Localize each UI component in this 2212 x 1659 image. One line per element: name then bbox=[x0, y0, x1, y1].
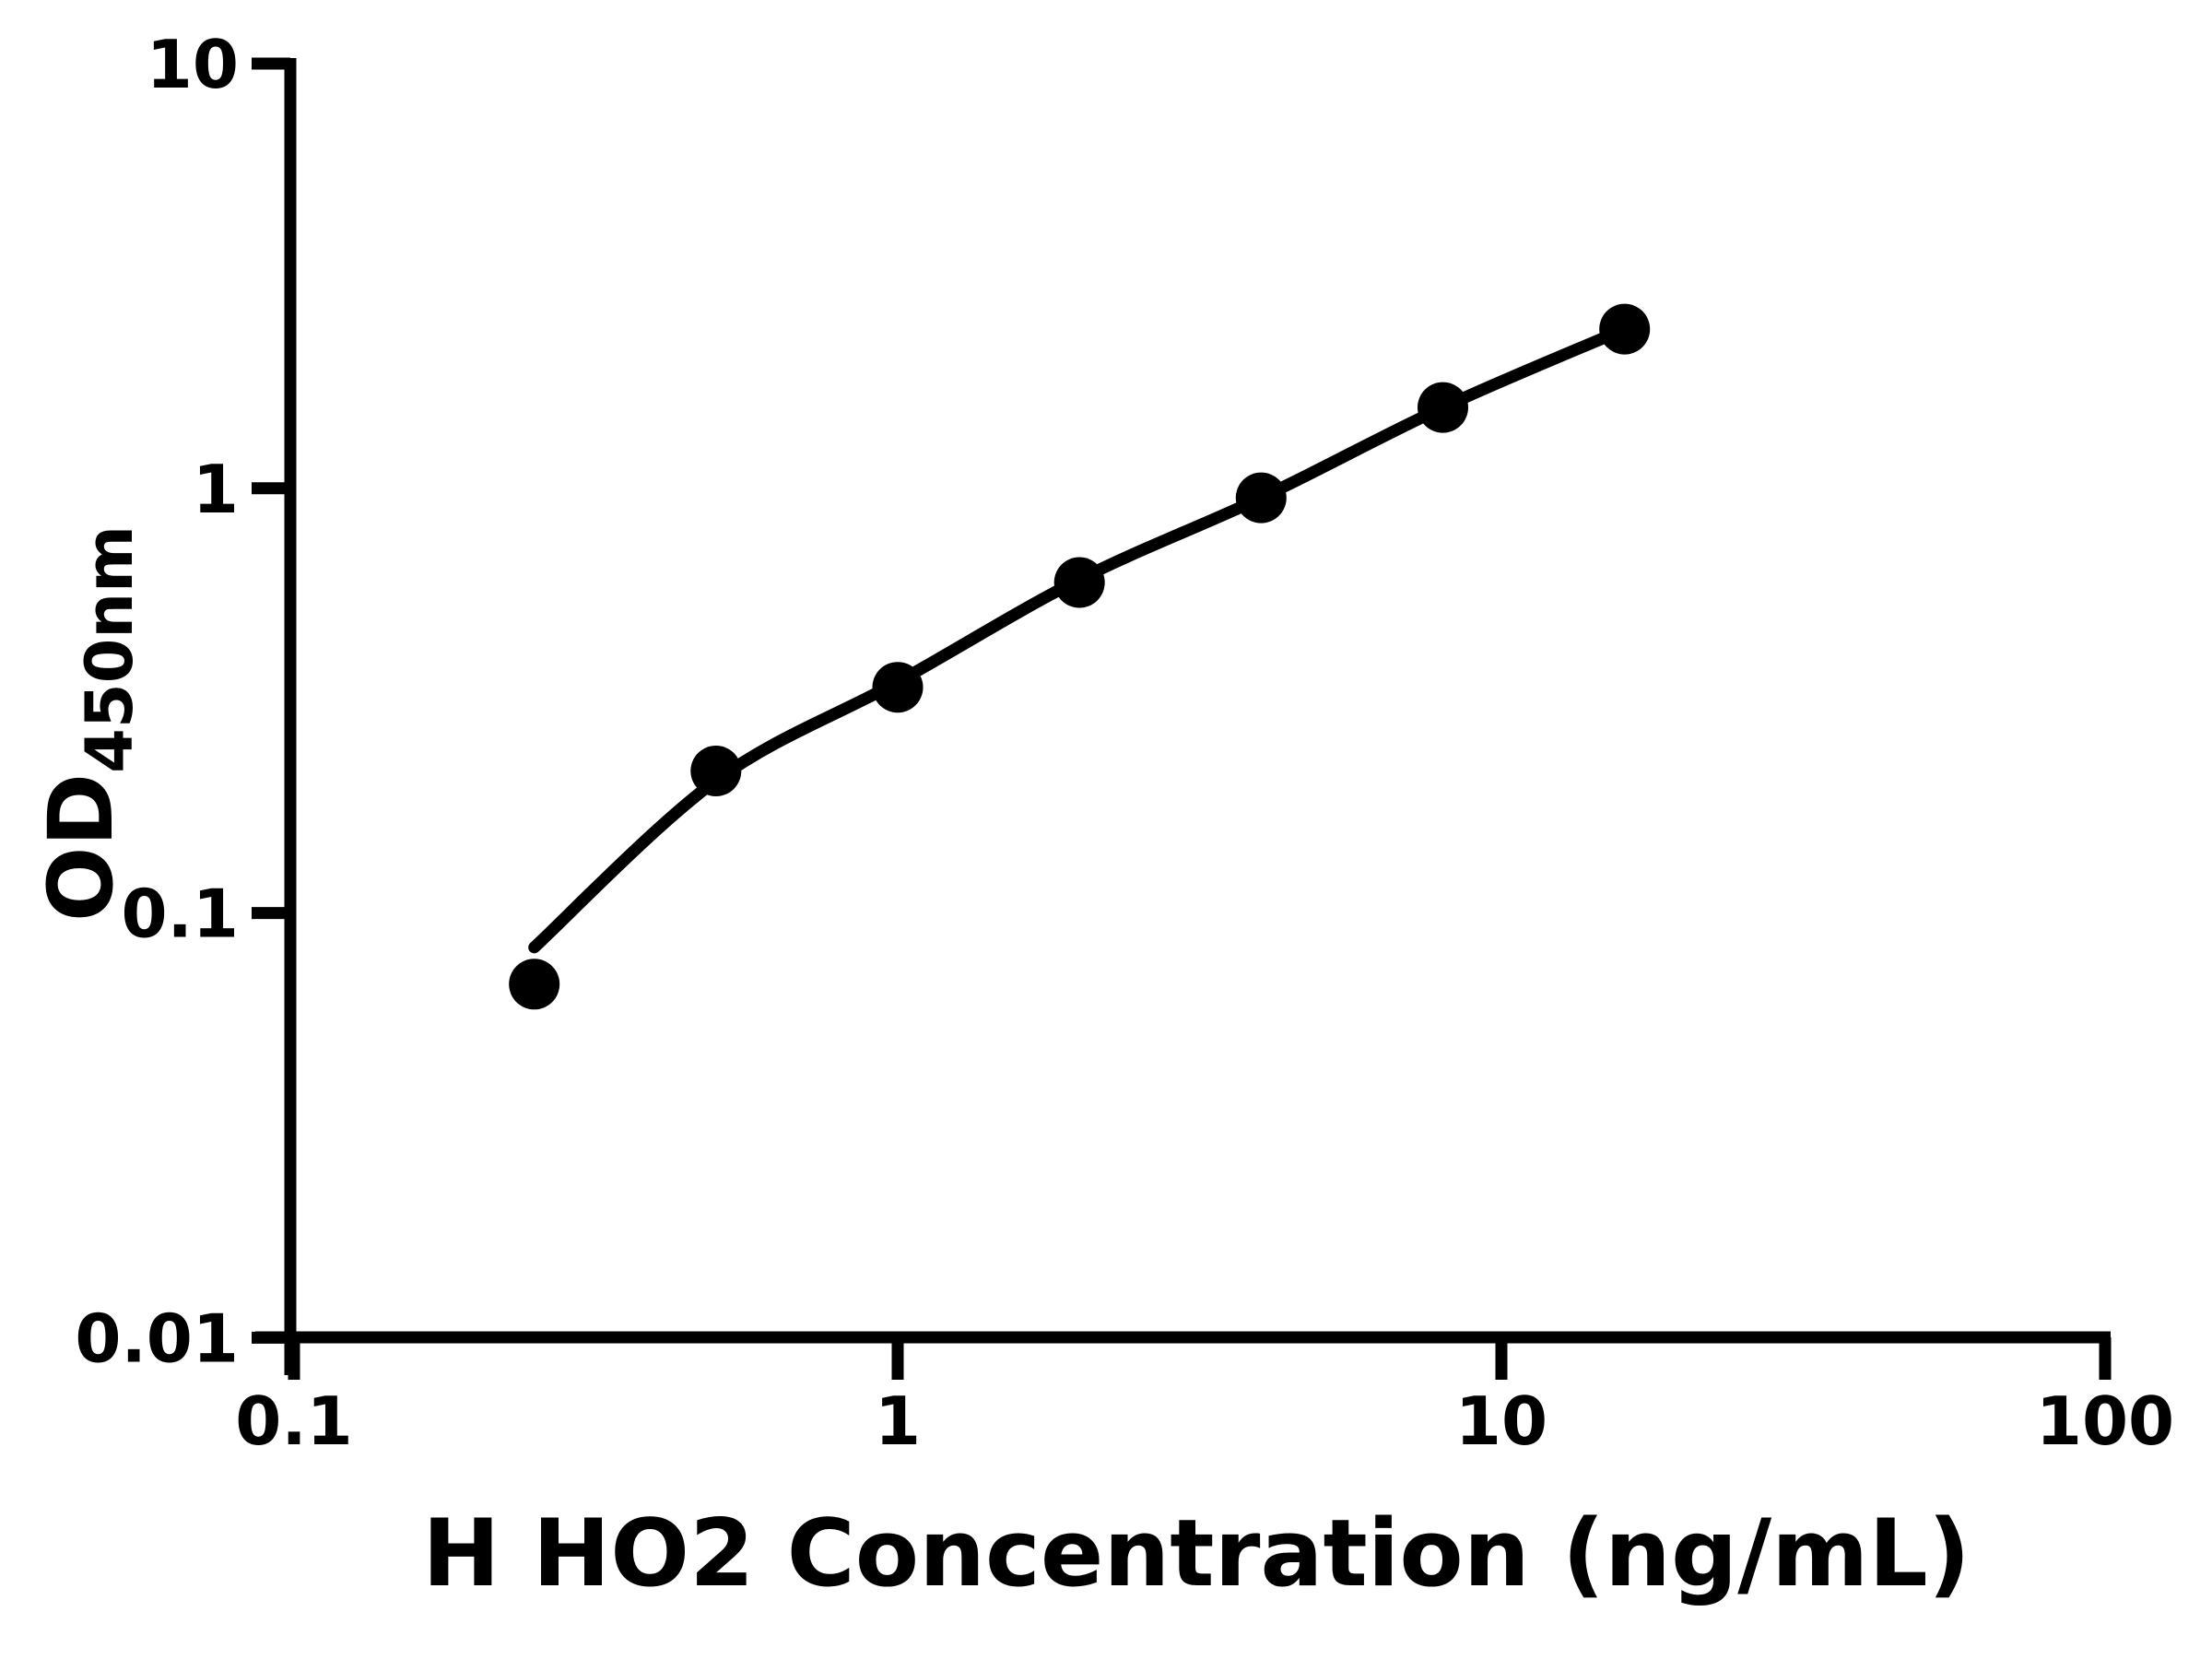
y-axis-title: OD450nm bbox=[7, 401, 155, 1046]
x-tick-label: 10 bbox=[1455, 1382, 1547, 1460]
x-axis-title: H HO2 Concentration (ng/mL) bbox=[182, 1502, 2210, 1604]
x-tick-label: 1 bbox=[875, 1382, 921, 1460]
data-point bbox=[1418, 382, 1468, 433]
x-tick-label: 0.1 bbox=[235, 1382, 353, 1460]
data-point bbox=[1599, 303, 1651, 355]
x-tick-label: 100 bbox=[2036, 1382, 2174, 1460]
y-axis-title-main: OD bbox=[29, 772, 133, 923]
y-tick-label: 1 bbox=[193, 451, 239, 528]
y-tick-label: 10 bbox=[147, 26, 239, 103]
data-point bbox=[1235, 472, 1287, 524]
y-axis-title-subscript: 450nm bbox=[72, 524, 147, 773]
x-axis-title-text: H HO2 Concentration (ng/mL) bbox=[422, 1499, 1971, 1607]
data-point bbox=[1053, 557, 1105, 608]
data-point bbox=[509, 959, 560, 1010]
data-point bbox=[872, 662, 924, 713]
y-tick-label: 0.01 bbox=[75, 1300, 239, 1377]
data-point bbox=[690, 746, 742, 796]
y-tick-label: 0.1 bbox=[121, 876, 239, 953]
